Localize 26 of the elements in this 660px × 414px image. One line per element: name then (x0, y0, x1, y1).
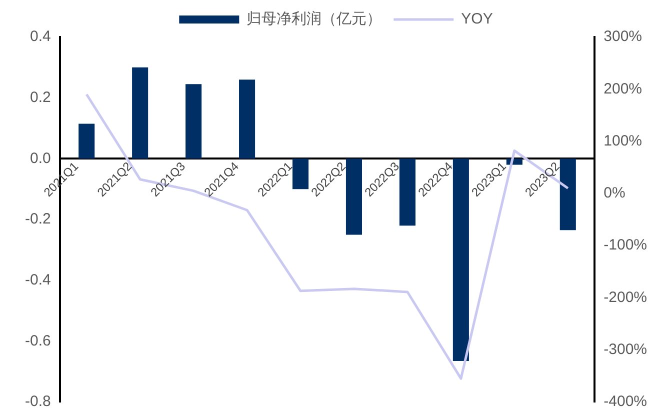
y-tick-label: -0.4 (24, 271, 51, 288)
bar (399, 158, 416, 226)
y-tick-label: -0.8 (24, 393, 51, 410)
y-tick-label: 0.0 (30, 150, 51, 167)
bar (452, 158, 469, 361)
y2-tick-label: -100% (604, 236, 647, 254)
y2-tick-label: 0% (604, 184, 626, 202)
bar (239, 80, 256, 159)
bar (78, 124, 95, 159)
bar (186, 84, 202, 159)
y-tick-label: 0.2 (30, 88, 51, 106)
y2-tick-label: -400% (604, 393, 647, 410)
legend-label: YOY (461, 10, 493, 28)
bar (292, 158, 309, 190)
y-tick-label: 0.4 (30, 28, 51, 46)
y2-tick-label: -200% (604, 288, 647, 306)
y2-tick-label: 200% (604, 80, 642, 98)
y-tick-label: -0.2 (24, 210, 51, 228)
y2-tick-label: 100% (604, 132, 642, 150)
y2-tick-label: -300% (604, 341, 647, 358)
bar (346, 158, 362, 235)
legend-label: 归母净利润（亿元） (246, 10, 382, 28)
bar (132, 67, 148, 159)
y-tick-label: -0.6 (24, 332, 51, 350)
y2-tick-label: 300% (604, 28, 642, 46)
bar (560, 158, 576, 230)
